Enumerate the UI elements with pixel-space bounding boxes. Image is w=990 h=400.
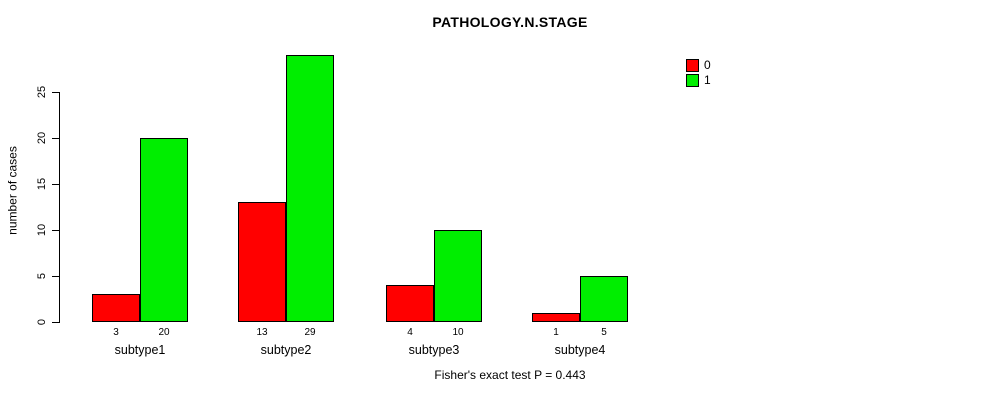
bar-subtype2-series-1 (286, 55, 334, 322)
legend-label-1: 1 (704, 73, 711, 87)
y-tick-20 (52, 138, 59, 139)
category-label-subtype1: subtype1 (114, 343, 166, 357)
y-tick-label-25: 25 (36, 85, 48, 99)
category-label-subtype2: subtype2 (260, 343, 312, 357)
bar-subtype2-series-0 (238, 202, 286, 322)
y-tick-25 (52, 92, 59, 93)
legend-item-1: 1 (686, 73, 711, 87)
fisher-test-annotation: Fisher's exact test P = 0.443 (434, 368, 586, 382)
y-axis-line (59, 92, 60, 323)
legend-item-0: 0 (686, 58, 711, 72)
y-tick-label-15: 15 (36, 177, 48, 191)
bar-subtype4-series-0 (532, 313, 580, 322)
bar-subtype4-series-1 (580, 276, 628, 322)
y-tick-label-20: 20 (36, 131, 48, 145)
legend-swatch-green (686, 73, 699, 87)
bar-subtype1-series-1 (140, 138, 188, 322)
bar-value-subtype4-series-0: 1 (553, 327, 559, 338)
chart-title: PATHOLOGY.N.STAGE (432, 14, 588, 30)
legend: 0 1 (686, 58, 711, 88)
category-label-subtype4: subtype4 (554, 343, 606, 357)
category-label-subtype3: subtype3 (408, 343, 460, 357)
legend-swatch-red (686, 58, 699, 72)
bar-value-subtype3-series-1: 10 (452, 327, 464, 338)
bar-value-subtype4-series-1: 5 (601, 327, 607, 338)
y-tick-label-0: 0 (36, 318, 48, 326)
y-tick-label-5: 5 (36, 272, 48, 280)
bar-value-subtype2-series-0: 13 (256, 327, 268, 338)
bar-value-subtype3-series-0: 4 (407, 327, 413, 338)
bar-value-subtype2-series-1: 29 (304, 327, 316, 338)
legend-label-0: 0 (704, 58, 711, 72)
y-tick-10 (52, 230, 59, 231)
bar-subtype1-series-0 (92, 294, 140, 322)
bar-value-subtype1-series-1: 20 (158, 327, 170, 338)
bar-value-subtype1-series-0: 3 (113, 327, 119, 338)
y-tick-0 (52, 322, 59, 323)
y-tick-label-10: 10 (36, 223, 48, 237)
y-tick-15 (52, 184, 59, 185)
bar-subtype3-series-0 (386, 285, 434, 322)
y-axis-label: number of cases (5, 146, 20, 235)
bar-subtype3-series-1 (434, 230, 482, 322)
y-tick-5 (52, 276, 59, 277)
